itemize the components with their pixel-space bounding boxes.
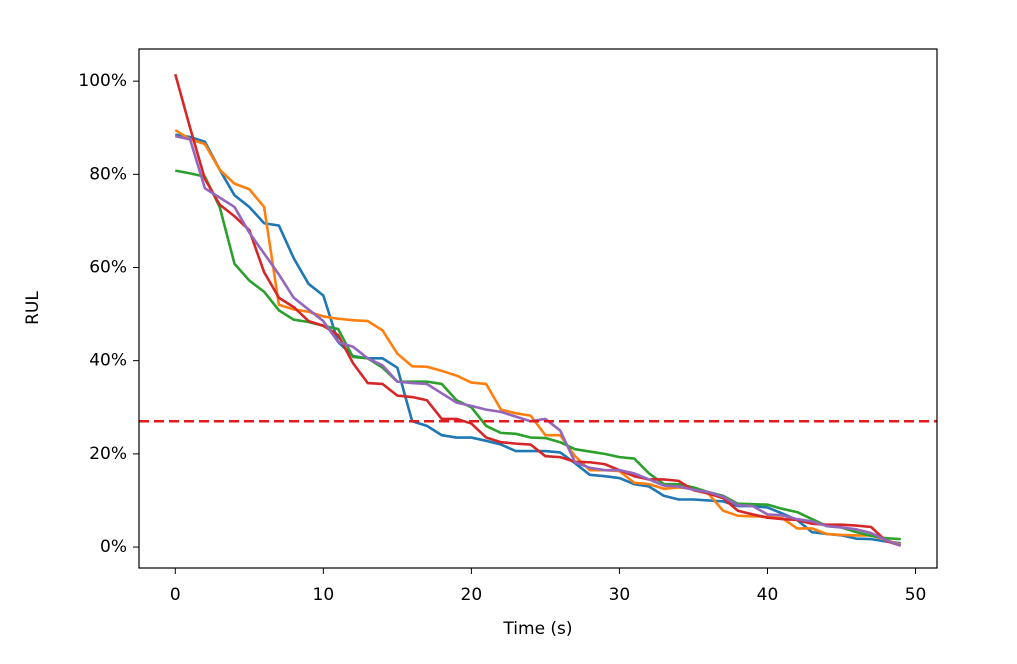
y-tick-label: 100% [78,71,127,91]
y-axis-label: RUL [23,291,43,325]
plot-frame [138,48,938,569]
y-tick-label: 60% [89,258,127,278]
y-tick-label: 0% [100,537,127,557]
y-tick-label: 80% [89,164,127,184]
x-tick-label: 0 [170,585,181,605]
series-line [174,73,902,547]
series-line [175,133,901,545]
y-tick-label: 20% [89,444,127,464]
y-tick-label: 40% [89,351,127,371]
x-tick-label: 50 [905,585,927,605]
x-tick-label: 40 [757,585,779,605]
series-line [174,134,902,547]
x-tick-label: 10 [313,585,335,605]
series-line [174,128,902,546]
x-axis-label: Time (s) [502,619,572,639]
x-tick-label: 20 [461,585,483,605]
series-line [175,169,901,541]
x-tick-label: 30 [609,585,631,605]
